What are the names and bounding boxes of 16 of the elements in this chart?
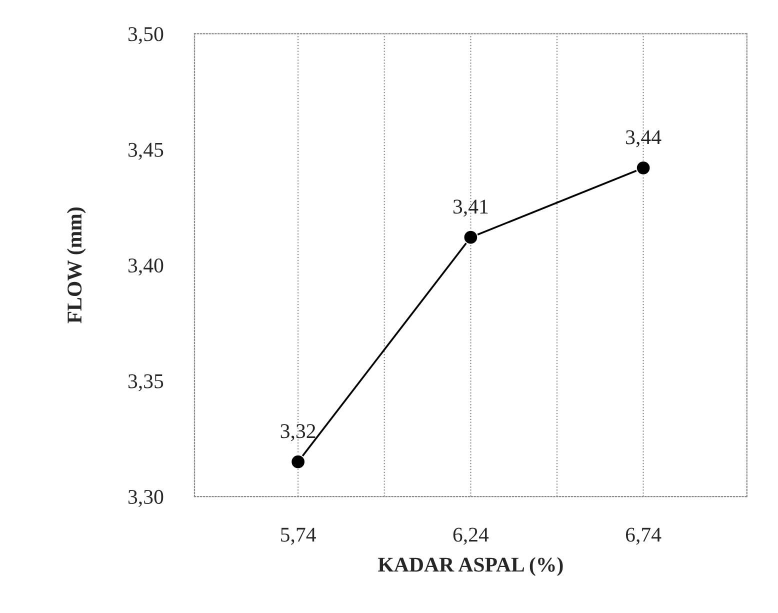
y-tick-label: 3,50 bbox=[128, 27, 164, 44]
y-tick-label: 3,35 bbox=[128, 374, 164, 392]
data-label: 3,44 bbox=[626, 130, 662, 148]
data-label: 3,32 bbox=[280, 424, 316, 442]
y-tick-label: 3,30 bbox=[128, 490, 164, 507]
x-tick-label: 5,74 bbox=[281, 528, 316, 545]
point bbox=[290, 454, 306, 470]
y-tick-label: 3,40 bbox=[128, 258, 164, 276]
point bbox=[636, 160, 651, 176]
point bbox=[463, 230, 478, 245]
y-axis-title: FLOW (mm) bbox=[66, 207, 86, 324]
x-tick-label: 6,74 bbox=[626, 528, 662, 545]
data-label: 3,41 bbox=[453, 200, 488, 217]
x-tick-label: 6,24 bbox=[453, 528, 489, 545]
x-axis-title: KADAR ASPAL (%) bbox=[378, 557, 563, 576]
y-tick-label: 3,45 bbox=[128, 142, 164, 160]
